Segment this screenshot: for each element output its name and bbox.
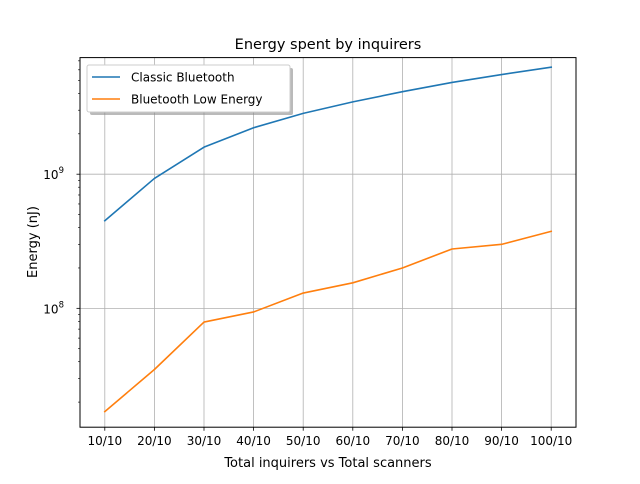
y-tick-exponent: 9 bbox=[59, 166, 64, 176]
x-tick-label: 100/10 bbox=[530, 434, 572, 448]
y-axis-label: Energy (nJ) bbox=[26, 206, 41, 278]
y-tick-base: 10 bbox=[43, 302, 58, 316]
x-tick-label: 10/10 bbox=[88, 434, 123, 448]
legend-label: Classic Bluetooth bbox=[131, 71, 235, 85]
x-axis-label: Total inquirers vs Total scanners bbox=[223, 456, 432, 471]
y-tick-base: 10 bbox=[43, 168, 58, 182]
x-tick-label: 40/10 bbox=[236, 434, 271, 448]
x-tick-label: 90/10 bbox=[484, 434, 519, 448]
y-tick-exponent: 8 bbox=[59, 300, 64, 310]
y-tick-label: 109 bbox=[43, 166, 64, 182]
x-tick-label: 20/10 bbox=[137, 434, 172, 448]
legend-label: Bluetooth Low Energy bbox=[131, 93, 263, 107]
x-tick-label: 80/10 bbox=[435, 434, 470, 448]
x-tick-label: 30/10 bbox=[187, 434, 222, 448]
chart-title: Energy spent by inquirers bbox=[235, 37, 422, 53]
grid bbox=[80, 57, 576, 428]
legend: Classic Bluetooth Bluetooth Low Energy bbox=[86, 64, 293, 115]
y-tick-label: 108 bbox=[43, 300, 64, 316]
legend-box bbox=[86, 64, 291, 113]
series-line-0 bbox=[103, 66, 553, 222]
series-line-1 bbox=[103, 230, 553, 413]
x-axis-ticks: 10/10 20/10 30/10 40/10 50/10 60/10 70/10 80/10… bbox=[88, 427, 572, 448]
series-lines bbox=[103, 66, 553, 413]
x-tick-label: 70/10 bbox=[385, 434, 420, 448]
x-tick-label: 60/10 bbox=[336, 434, 371, 448]
x-tick-label: 50/10 bbox=[286, 434, 321, 448]
plot-frame bbox=[79, 57, 577, 428]
